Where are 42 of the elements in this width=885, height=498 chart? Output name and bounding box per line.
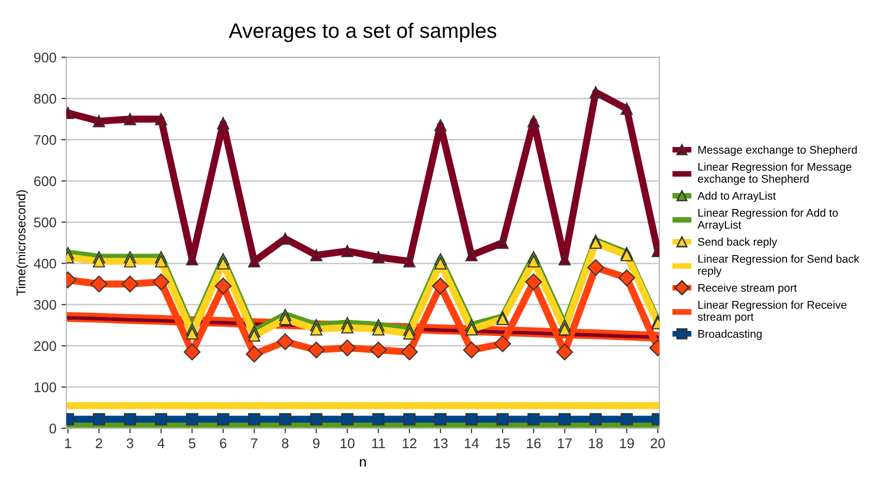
x-tick-label: 3 bbox=[126, 438, 134, 448]
x-tick-label: 5 bbox=[188, 438, 196, 448]
y-tick-label: 200 bbox=[34, 341, 56, 352]
x-tick-label: 9 bbox=[313, 438, 320, 448]
x-tick-label: 13 bbox=[434, 438, 448, 448]
y-tick-label: 300 bbox=[34, 300, 56, 310]
x-tick-label: 2 bbox=[96, 438, 102, 448]
y-tick-label: 800 bbox=[34, 94, 56, 104]
legend-label: Receive stream port bbox=[698, 284, 797, 294]
x-tick-label: 19 bbox=[620, 438, 634, 448]
x-tick-label: 6 bbox=[220, 438, 226, 448]
legend-label: Linear Regression for Add to ArrayList bbox=[698, 208, 838, 231]
y-tick-label: 900 bbox=[34, 52, 56, 62]
legend-label: Send back reply bbox=[698, 238, 778, 248]
y-tick-label: 0 bbox=[49, 424, 56, 434]
x-tick-label: 16 bbox=[526, 438, 541, 448]
x-tick-label: 4 bbox=[158, 438, 165, 448]
y-tick-label: 700 bbox=[34, 135, 56, 145]
legend-label: Linear Regression for Receive stream port bbox=[698, 300, 846, 323]
y-tick-label: 600 bbox=[34, 176, 56, 186]
x-tick-label: 8 bbox=[282, 438, 288, 448]
chart-title: Averages to a set of samples bbox=[228, 22, 496, 42]
legend-label: Broadcasting bbox=[698, 330, 762, 340]
legend-label: Linear Regression for Send back reply bbox=[698, 254, 860, 277]
x-tick-label: 10 bbox=[340, 438, 355, 448]
legend-label: Message exchange to Shepherd bbox=[698, 146, 857, 156]
y-tick-label: 400 bbox=[34, 258, 56, 269]
x-tick-label: 20 bbox=[650, 438, 665, 448]
x-tick-label: 1 bbox=[65, 438, 72, 448]
y-axis-title: Time(microsecond) bbox=[16, 190, 28, 296]
y-tick-label: 500 bbox=[34, 218, 56, 228]
legend-label: Linear Regression for Message exchange to Shepherd bbox=[698, 162, 852, 185]
y-tick-label: 100 bbox=[34, 382, 56, 392]
x-tick-label: 15 bbox=[496, 438, 510, 448]
x-tick-label: 18 bbox=[589, 438, 603, 448]
x-axis-title: n bbox=[360, 459, 366, 467]
x-tick-label: 17 bbox=[558, 438, 572, 448]
legend-label: Add to ArrayList bbox=[698, 192, 776, 202]
x-tick-label: 11 bbox=[372, 438, 385, 448]
x-tick-label: 14 bbox=[464, 438, 479, 448]
x-tick-label: 7 bbox=[251, 438, 258, 448]
x-tick-label: 12 bbox=[402, 438, 416, 448]
